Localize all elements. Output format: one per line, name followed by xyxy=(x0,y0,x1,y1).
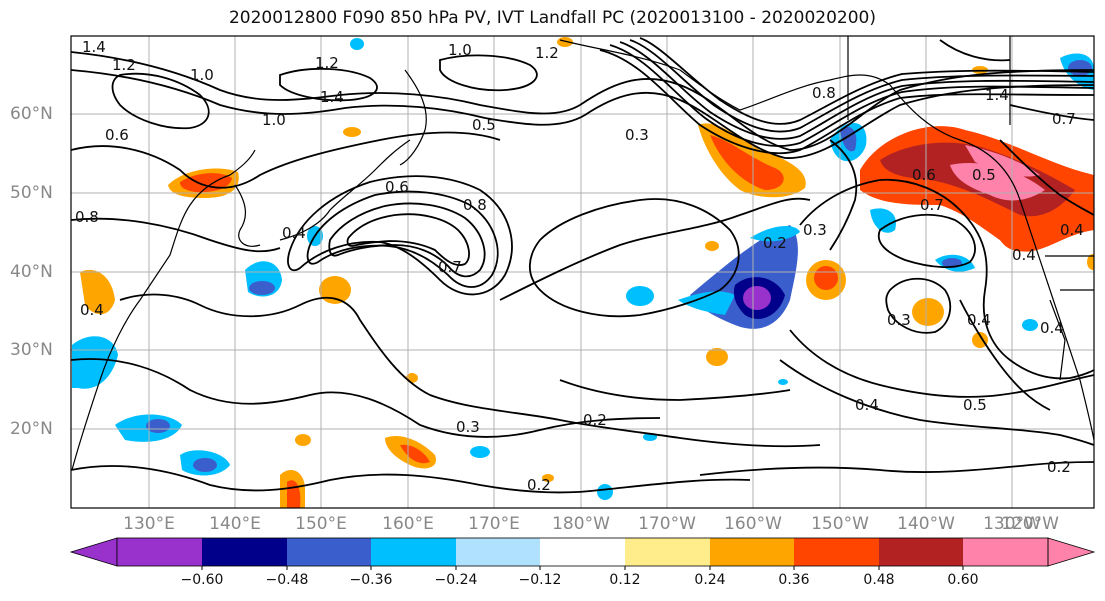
colorbar-tick-label: −0.24 xyxy=(434,572,478,588)
contour-label: 0.4 xyxy=(282,224,306,242)
contour-label: 0.7 xyxy=(438,258,462,276)
contour-label: 1.0 xyxy=(448,41,472,59)
lon-tick-label: 170°E xyxy=(468,514,520,534)
contour-label: 0.8 xyxy=(75,208,99,226)
contour-label: 1.4 xyxy=(985,86,1009,104)
lon-tick-label: 160°W xyxy=(724,514,782,534)
colorbar-tick-label: −0.12 xyxy=(518,572,562,588)
colorbar-tick-label: 0.36 xyxy=(778,572,810,588)
contour-label: 1.2 xyxy=(535,44,559,62)
contour-label: 1.2 xyxy=(315,54,339,72)
colorbar-tick-label: 0.12 xyxy=(609,572,641,588)
contour-label: 0.7 xyxy=(1052,110,1076,128)
contour-label: 0.6 xyxy=(105,126,129,144)
contour-label: 0.7 xyxy=(920,196,944,214)
colorbar-tick-label: −0.36 xyxy=(349,572,393,588)
lon-tick-label: 130°E xyxy=(123,514,175,534)
contour-label: 1.0 xyxy=(190,66,214,84)
lat-tick-label: 30°N xyxy=(10,340,53,360)
contour-label: 1.4 xyxy=(82,38,106,56)
contour-label: 0.3 xyxy=(625,126,649,144)
gridlines xyxy=(71,36,1094,508)
lat-tick-label: 40°N xyxy=(10,262,53,282)
chart-title: 2020012800 F090 850 hPa PV, IVT Landfall… xyxy=(228,8,876,28)
lon-tick-label: 170°W xyxy=(638,514,696,534)
plot-frame xyxy=(70,35,1095,509)
contour-label: 1.2 xyxy=(112,56,136,74)
lat-tick-label: 20°N xyxy=(10,419,53,439)
contour-labels: 1.4 1.2 1.0 1.2 1.2 1.0 1.4 1.0 0.6 0.5 … xyxy=(75,38,1084,494)
lon-tick-label: 130°W xyxy=(983,514,1041,534)
colorbar-tick-label: −0.48 xyxy=(265,572,309,588)
colorbar-tick-label: 0.60 xyxy=(947,572,979,588)
contour-label: 0.5 xyxy=(972,166,996,184)
contour-label: 0.3 xyxy=(803,221,827,239)
contour-label: 1.0 xyxy=(262,111,286,129)
pv-contours xyxy=(71,37,1094,494)
contour-label: 0.6 xyxy=(385,178,409,196)
lon-tick-label: 150°W xyxy=(811,514,869,534)
contour-label: 0.2 xyxy=(763,234,787,252)
contour-label: 0.8 xyxy=(812,84,836,102)
contour-label: 0.2 xyxy=(583,411,607,429)
coastlines xyxy=(71,36,1094,471)
lat-tick-label: 50°N xyxy=(10,183,53,203)
lon-tick-label: 140°W xyxy=(897,514,955,534)
contour-label: 0.6 xyxy=(912,166,936,184)
contour-label: 0.4 xyxy=(80,301,104,319)
contour-label: 1.4 xyxy=(320,88,344,106)
contour-label: 0.4 xyxy=(1040,319,1064,337)
lat-tick-label: 60°N xyxy=(10,104,53,124)
contour-label: 0.3 xyxy=(456,418,480,436)
colorbar-tick-label: 0.24 xyxy=(694,572,726,588)
contour-label: 0.4 xyxy=(855,396,879,414)
contour-label: 0.2 xyxy=(527,476,551,494)
contour-label: 0.4 xyxy=(1012,246,1036,264)
contour-label: 0.2 xyxy=(1047,458,1071,476)
colorbar-tick-label: 0.48 xyxy=(863,572,895,588)
contour-label: 0.3 xyxy=(887,311,911,329)
lon-tick-label: 120°W xyxy=(1001,514,1059,534)
contour-label: 0.5 xyxy=(472,116,496,134)
lon-tick-label: 160°E xyxy=(382,514,434,534)
contour-label: 0.8 xyxy=(463,196,487,214)
lon-tick-label: 180°W xyxy=(552,514,610,534)
contour-label: 0.4 xyxy=(1060,221,1084,239)
shaded-anomalies xyxy=(72,37,1094,508)
contour-label: 0.4 xyxy=(967,311,991,329)
colorbar-tick-label: −0.60 xyxy=(180,572,224,588)
contour-label: 0.5 xyxy=(963,396,987,414)
lon-tick-label: 140°E xyxy=(209,514,261,534)
colorbar xyxy=(69,537,1096,570)
lon-tick-label: 150°E xyxy=(295,514,347,534)
